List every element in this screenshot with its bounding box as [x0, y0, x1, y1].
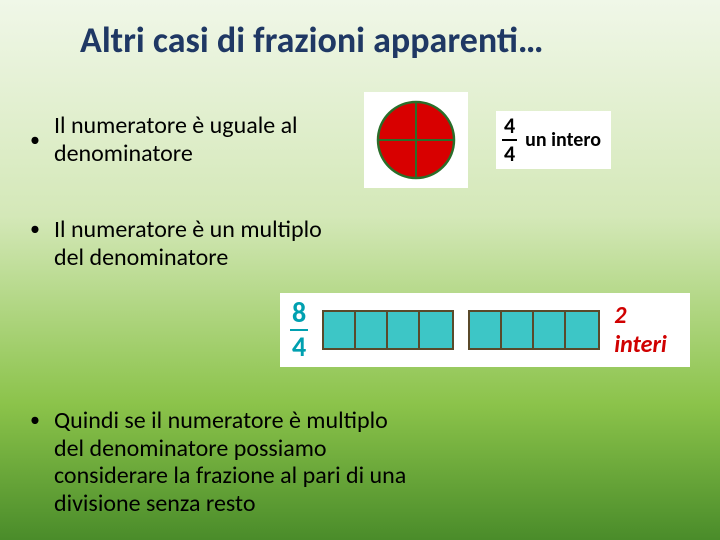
bullet-2-row: • Il numeratore è un multiplo del denomi…	[30, 216, 690, 271]
bar-cell	[470, 312, 502, 348]
fraction-1: 4 4	[502, 115, 517, 165]
bullet-2-text-col: Il numeratore è un multiplo del denomina…	[54, 216, 354, 271]
bullet-2-text: Il numeratore è un multiplo del denomina…	[54, 216, 354, 271]
bullet-1-row: • Il numeratore è uguale al denominatore…	[30, 92, 690, 188]
circle-diagram	[364, 92, 468, 188]
bar-group-1	[322, 310, 454, 350]
fraction-1-den: 4	[502, 139, 517, 165]
fraction-2-label: 2 interi	[614, 301, 676, 359]
bullet-3-text: Quindi se il numeratore è multiplo del d…	[54, 407, 414, 517]
content-area: • Il numeratore è uguale al denominatore…	[0, 62, 720, 518]
bullet-3-text-col: Quindi se il numeratore è multiplo del d…	[54, 407, 414, 517]
fraction-2-num: 8	[290, 299, 308, 329]
bar-cell	[324, 312, 356, 348]
bullet-marker: •	[30, 127, 40, 153]
bar-cell	[388, 312, 420, 348]
bars-diagram: 8 4 2 interi	[280, 293, 690, 367]
pie-icon	[374, 98, 458, 182]
fraction-1-label: un intero	[525, 128, 601, 152]
bullet-marker: •	[30, 216, 40, 242]
bullet-3-row: • Quindi se il numeratore è multiplo del…	[30, 407, 690, 517]
fraction-2: 8 4	[290, 299, 308, 361]
bar-cell	[534, 312, 566, 348]
bullet-marker: •	[30, 407, 40, 433]
bar-cell	[356, 312, 388, 348]
bullet-1-text-col: Il numeratore è uguale al denominatore	[54, 112, 344, 167]
fraction-2-den: 4	[290, 329, 308, 361]
bar-groups	[322, 310, 600, 350]
fraction-1-box: 4 4 un intero	[496, 111, 611, 169]
fraction-1-num: 4	[502, 115, 517, 139]
bar-cell	[502, 312, 534, 348]
page-title: Altri casi di frazioni apparenti…	[0, 0, 720, 62]
bar-group-2	[468, 310, 600, 350]
bar-cell	[566, 312, 598, 348]
bar-cell	[420, 312, 452, 348]
bullet-1-text: Il numeratore è uguale al denominatore	[54, 112, 344, 167]
